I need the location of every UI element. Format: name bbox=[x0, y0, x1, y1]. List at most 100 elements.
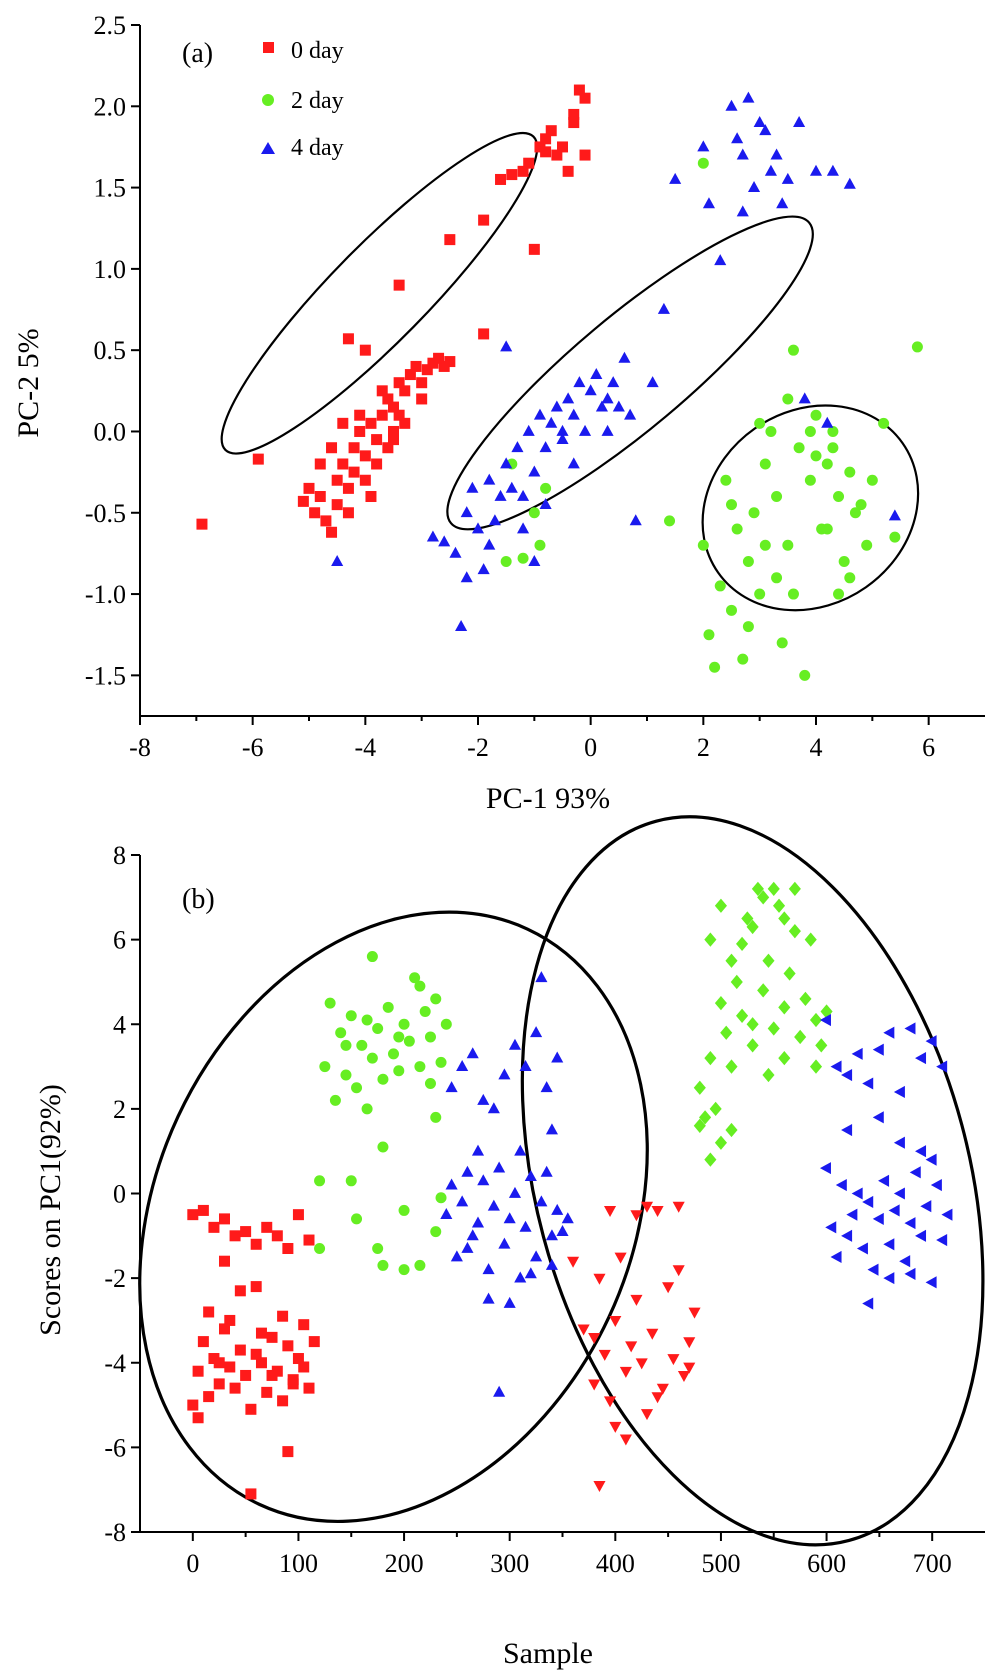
point-triangle-up bbox=[888, 509, 901, 521]
legend-4day-marker bbox=[261, 142, 275, 154]
point-square bbox=[528, 243, 540, 255]
point-triangle-left bbox=[883, 1272, 895, 1285]
y-tick-label: -0.5 bbox=[85, 499, 126, 528]
point-square bbox=[234, 1285, 246, 1297]
point-triangle-down bbox=[656, 1383, 669, 1395]
point-triangle-up bbox=[493, 1385, 506, 1397]
point-triangle-up bbox=[595, 400, 608, 412]
y-tick-label: -4 bbox=[104, 1349, 126, 1378]
point-circle bbox=[424, 1031, 436, 1043]
x-tick-label: 500 bbox=[701, 1549, 740, 1578]
point-triangle-up bbox=[456, 1059, 469, 1071]
point-diamond bbox=[709, 1101, 722, 1117]
point-triangle-left bbox=[904, 1217, 916, 1230]
x-tick-label: 2 bbox=[697, 733, 710, 762]
point-triangle-left bbox=[862, 1297, 874, 1310]
point-triangle-up bbox=[505, 481, 518, 493]
point-triangle-up bbox=[551, 1203, 564, 1215]
panel-a-y-title: PC-2 5% bbox=[12, 328, 45, 437]
point-square bbox=[219, 1255, 230, 1267]
point-square bbox=[309, 507, 321, 519]
point-triangle-up bbox=[821, 416, 834, 428]
point-triangle-up bbox=[440, 1208, 453, 1220]
point-square bbox=[314, 491, 326, 503]
y-tick-label: -2 bbox=[104, 1264, 126, 1293]
point-square bbox=[245, 1488, 257, 1500]
point-circle bbox=[810, 409, 822, 421]
x-tick-label: -2 bbox=[467, 733, 489, 762]
point-diamond bbox=[725, 1059, 738, 1074]
point-circle bbox=[849, 507, 861, 519]
y-tick-label: -1.5 bbox=[85, 661, 126, 690]
point-square bbox=[314, 458, 326, 470]
panel-a-legend: 0 day 2 day 4 day bbox=[261, 38, 344, 161]
point-triangle-left bbox=[856, 1242, 868, 1255]
point-circle bbox=[804, 474, 816, 486]
point-square bbox=[444, 356, 456, 368]
point-triangle-up bbox=[530, 1250, 543, 1262]
point-square bbox=[252, 453, 264, 465]
point-triangle-up bbox=[466, 1047, 479, 1059]
point-triangle-up bbox=[747, 180, 761, 192]
point-triangle-left bbox=[936, 1233, 948, 1247]
point-circle bbox=[366, 1052, 378, 1064]
point-square bbox=[303, 1234, 315, 1246]
point-square bbox=[196, 518, 208, 530]
point-triangle-up bbox=[535, 971, 548, 983]
point-triangle-down bbox=[593, 1273, 606, 1285]
point-triangle-up bbox=[793, 115, 806, 127]
point-triangle-up bbox=[561, 1212, 574, 1224]
point-triangle-up bbox=[545, 1258, 558, 1270]
point-circle bbox=[372, 1022, 384, 1034]
point-circle bbox=[748, 507, 760, 519]
point-square bbox=[348, 442, 360, 454]
point-triangle-up bbox=[753, 115, 766, 127]
point-triangle-up bbox=[426, 530, 439, 542]
point-triangle-up bbox=[556, 1224, 569, 1236]
point-square bbox=[410, 360, 422, 372]
point-circle bbox=[754, 417, 766, 429]
point-circle bbox=[440, 1018, 452, 1030]
point-circle bbox=[419, 1006, 431, 1018]
point-triangle-up bbox=[578, 424, 592, 436]
point-diamond bbox=[809, 1059, 823, 1074]
point-square bbox=[240, 1226, 252, 1238]
point-circle bbox=[821, 523, 833, 535]
point-square bbox=[261, 1221, 273, 1233]
x-tick-label: -4 bbox=[354, 733, 376, 762]
point-triangle-down bbox=[651, 1392, 664, 1404]
point-diamond bbox=[746, 919, 759, 935]
point-triangle-up bbox=[508, 1038, 522, 1050]
point-triangle-left bbox=[915, 1145, 927, 1158]
point-circle bbox=[430, 993, 442, 1005]
point-diamond bbox=[762, 1067, 775, 1083]
point-square bbox=[326, 442, 338, 454]
point-diamond bbox=[778, 1000, 791, 1015]
point-triangle-up bbox=[460, 506, 473, 518]
y-tick-label: 0.5 bbox=[94, 336, 127, 365]
point-square bbox=[365, 417, 377, 429]
point-square bbox=[382, 393, 394, 405]
point-square bbox=[545, 125, 557, 137]
point-triangle-up bbox=[545, 1229, 558, 1241]
point-square bbox=[219, 1213, 230, 1225]
point-circle bbox=[833, 491, 845, 503]
point-triangle-up bbox=[500, 340, 513, 352]
point-triangle-up bbox=[471, 1144, 485, 1156]
x-tick-label: 300 bbox=[490, 1549, 529, 1578]
point-square bbox=[495, 173, 507, 185]
point-triangle-up bbox=[624, 408, 637, 420]
point-triangle-down bbox=[625, 1341, 638, 1353]
point-triangle-up bbox=[770, 148, 783, 160]
point-square bbox=[266, 1369, 278, 1381]
point-triangle-down bbox=[672, 1201, 685, 1213]
point-square bbox=[562, 165, 574, 177]
point-triangle-up bbox=[519, 1059, 532, 1071]
point-circle bbox=[782, 393, 794, 405]
point-square bbox=[224, 1361, 236, 1373]
point-triangle-left bbox=[925, 1153, 937, 1166]
point-triangle-up bbox=[483, 473, 496, 485]
point-circle bbox=[382, 1001, 394, 1013]
point-triangle-up bbox=[567, 408, 580, 420]
